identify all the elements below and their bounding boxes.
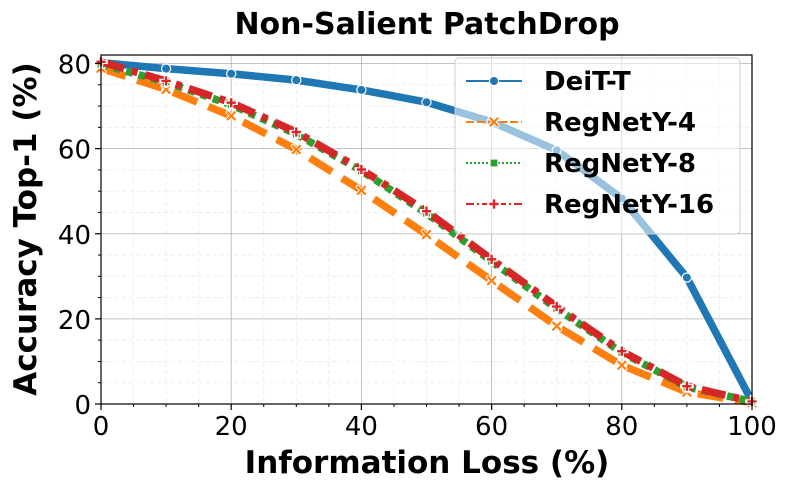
data-point-regnety-4 <box>616 359 628 371</box>
x-tick-label: 20 <box>215 412 248 442</box>
data-point-regnety-4 <box>290 143 302 156</box>
y-tick-label: 80 <box>58 51 91 81</box>
data-point-deit-t <box>421 97 432 108</box>
series-line-regnety-16 <box>99 58 753 406</box>
legend-item-regnety-8: RegNetY-8 <box>466 149 696 179</box>
y-axis-label: Accuracy Top-1 (%) <box>8 62 44 396</box>
data-point-regnety-4 <box>355 184 367 196</box>
legend-item-deit-t: DeiT-T <box>466 67 631 97</box>
legend-box <box>454 57 741 235</box>
legend: DeiT-T RegNetY-4 RegNetY-8 RegNetY-16 <box>454 57 741 235</box>
data-point-regnety-16 <box>484 252 499 267</box>
legend-label-regnety-16: RegNetY-16 <box>544 190 714 220</box>
ticks: 0 20 40 60 80 100 0 20 40 60 80 <box>58 51 777 442</box>
data-point-regnety-4 <box>420 229 433 241</box>
y-tick-label: 40 <box>58 221 91 251</box>
data-point-deit-t <box>356 84 367 96</box>
x-tick-label: 40 <box>345 412 378 442</box>
data-point-regnety-16 <box>419 204 434 218</box>
x-tick-label: 80 <box>605 412 638 442</box>
x-axis-label: Information Loss (%) <box>245 445 610 481</box>
x-tick-label: 0 <box>93 412 110 442</box>
legend-item-regnety-4: RegNetY-4 <box>466 108 696 138</box>
legend-label-regnety-8: RegNetY-8 <box>544 149 696 179</box>
data-point-regnety-16 <box>615 344 629 359</box>
legend-marker-regnety-4 <box>488 116 500 128</box>
legend-marker-deit-t <box>488 75 500 87</box>
data-point-regnety-4 <box>551 320 563 332</box>
y-tick-label: 20 <box>58 306 91 336</box>
legend-marker-regnety-8 <box>489 158 499 168</box>
data-point-deit-t <box>225 68 237 79</box>
y-tick-label: 60 <box>58 136 91 166</box>
data-point-deit-t <box>160 63 172 74</box>
legend-label-deit-t: DeiT-T <box>544 67 631 97</box>
series-regnety-16 <box>94 55 759 409</box>
data-point-deit-t <box>291 74 302 86</box>
legend-marker-regnety-16 <box>487 197 501 211</box>
legend-item-regnety-16: RegNetY-16 <box>466 190 714 220</box>
x-tick-label: 60 <box>475 412 508 442</box>
data-point-regnety-4 <box>160 83 172 96</box>
data-point-regnety-16 <box>159 74 173 88</box>
data-point-regnety-16 <box>680 379 694 393</box>
legend-label-regnety-4: RegNetY-4 <box>544 108 696 138</box>
data-point-regnety-4 <box>486 274 498 287</box>
series-line-regnety-8 <box>100 60 753 406</box>
data-point-regnety-16 <box>354 162 369 177</box>
data-point-deit-t <box>681 272 693 283</box>
x-tick-label: 100 <box>727 412 777 442</box>
chart-title: Non-Salient PatchDrop <box>234 7 619 42</box>
data-point-regnety-16 <box>224 95 238 110</box>
data-point-regnety-4 <box>225 110 237 122</box>
y-tick-label: 0 <box>74 391 91 421</box>
data-point-regnety-16 <box>289 125 304 139</box>
data-point-regnety-16 <box>549 299 564 314</box>
